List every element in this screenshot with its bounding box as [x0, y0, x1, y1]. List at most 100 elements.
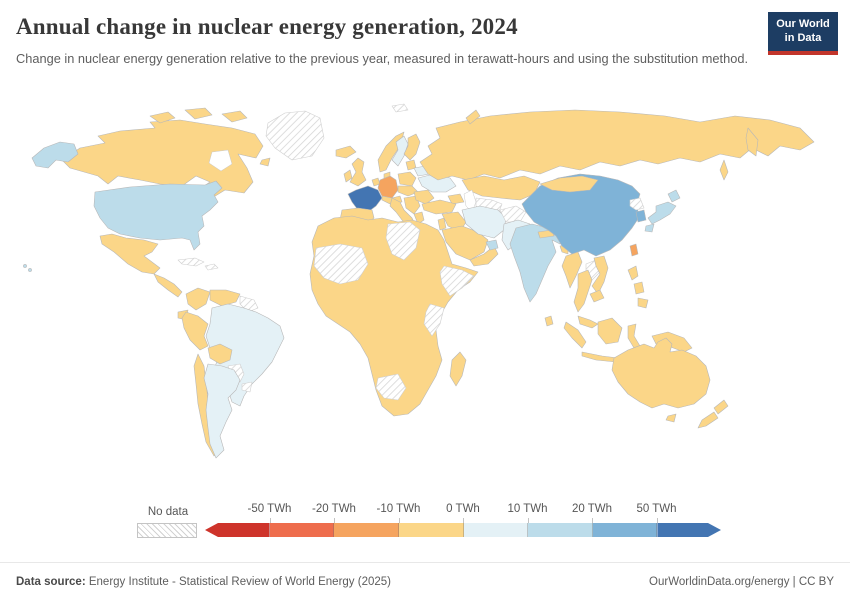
country-indonesia-borneo[interactable]: [597, 317, 623, 345]
chart-header: Annual change in nuclear energy generati…: [0, 0, 850, 94]
country-romania[interactable]: [413, 189, 435, 205]
legend-tick-mark: [656, 518, 658, 523]
region-mali-mauritania[interactable]: [313, 243, 369, 285]
country-saudi-arabia[interactable]: [441, 225, 489, 261]
region-namibia-botswana[interactable]: [375, 373, 407, 401]
country-australia-tasmania[interactable]: [665, 413, 677, 423]
country-argentina[interactable]: [203, 363, 241, 459]
region-central-europe[interactable]: [397, 185, 419, 197]
country-new-zealand[interactable]: [697, 411, 719, 429]
country-venezuela[interactable]: [209, 289, 241, 307]
country-sweden[interactable]: [391, 135, 409, 167]
country-colombia[interactable]: [185, 287, 211, 311]
country-canada-island[interactable]: [184, 107, 213, 120]
region-ethiopia-somalia[interactable]: [439, 265, 475, 297]
country-usa-hawaii[interactable]: [23, 264, 27, 268]
country-sri-lanka[interactable]: [544, 315, 554, 327]
country-philippines[interactable]: [637, 297, 649, 309]
country-russia-kamchatka[interactable]: [745, 127, 759, 157]
region-levant[interactable]: [437, 217, 447, 231]
country-cuba[interactable]: [177, 257, 205, 267]
region-libya-chad[interactable]: [385, 221, 421, 261]
country-indonesia-sulawesi[interactable]: [627, 323, 641, 349]
region-svalbard[interactable]: [391, 103, 409, 113]
country-peru[interactable]: [181, 311, 209, 351]
legend-tick-label: 20 TWh: [571, 503, 613, 515]
country-madagascar[interactable]: [449, 351, 467, 387]
owid-link[interactable]: OurWorldinData.org/energy: [649, 575, 790, 588]
region-hispaniola[interactable]: [204, 263, 219, 271]
legend-colorbar: -50 TWh -20 TWh -10 TWh 0 TWh 10 TWh 20 TWh 50…: [205, 503, 721, 537]
country-nepal[interactable]: [537, 229, 555, 239]
country-china[interactable]: [521, 173, 641, 257]
license-label[interactable]: CC BY: [798, 575, 834, 588]
country-russia-sakhalin[interactable]: [719, 159, 729, 181]
country-cambodia[interactable]: [589, 289, 605, 303]
country-greece[interactable]: [413, 211, 425, 225]
country-usa[interactable]: [93, 180, 223, 251]
country-turkey[interactable]: [421, 199, 457, 215]
legend-bin[interactable]: [592, 523, 658, 537]
country-uruguay[interactable]: [241, 381, 253, 393]
legend-bin[interactable]: [657, 523, 721, 537]
country-myanmar[interactable]: [561, 251, 583, 289]
country-usa-hawaii[interactable]: [28, 268, 32, 272]
legend-bin[interactable]: [463, 523, 529, 537]
country-uae[interactable]: [485, 239, 499, 251]
country-philippines[interactable]: [633, 281, 645, 295]
legend-bin[interactable]: [398, 523, 464, 537]
region-caucasus[interactable]: [447, 193, 465, 205]
legend-bin[interactable]: [205, 523, 270, 537]
country-indonesia-sumatra[interactable]: [563, 321, 587, 349]
country-japan-hokkaido[interactable]: [667, 189, 681, 203]
region-kenya-tanzania[interactable]: [423, 303, 445, 337]
country-taiwan[interactable]: [629, 243, 639, 257]
country-ireland[interactable]: [343, 169, 353, 183]
country-uk[interactable]: [349, 157, 367, 187]
country-greenland[interactable]: [265, 110, 325, 161]
country-afghanistan[interactable]: [499, 205, 527, 223]
region-central-america[interactable]: [153, 273, 183, 298]
owid-logo[interactable]: Our World in Data: [768, 12, 838, 55]
country-finland[interactable]: [403, 133, 421, 161]
legend-tick-label: 0 TWh: [446, 503, 480, 515]
country-germany[interactable]: [377, 175, 399, 199]
country-bolivia[interactable]: [207, 343, 233, 365]
attribution-separator: |: [789, 575, 799, 588]
hudson-bay: [208, 149, 233, 172]
country-mongolia[interactable]: [539, 175, 599, 193]
country-france[interactable]: [347, 185, 383, 213]
country-indonesia-java[interactable]: [581, 351, 619, 363]
legend-bin[interactable]: [334, 523, 399, 537]
region-yemen-oman[interactable]: [469, 245, 499, 267]
country-philippines[interactable]: [627, 265, 639, 281]
country-canada-island[interactable]: [149, 111, 176, 124]
country-thailand[interactable]: [573, 269, 593, 313]
legend-tick-label: -50 TWh: [247, 503, 292, 515]
legend-bin[interactable]: [528, 523, 593, 537]
map-legend: No data -50 TWh -20 TWh -10 TWh 0 TWh 10 TWh…: [16, 503, 834, 549]
country-japan-honshu[interactable]: [647, 201, 677, 225]
country-canada-island[interactable]: [221, 110, 248, 123]
country-usa-alaska[interactable]: [31, 141, 79, 169]
country-new-zealand[interactable]: [713, 399, 729, 415]
country-australia[interactable]: [611, 337, 711, 409]
page-title: Annual change in nuclear energy generati…: [16, 14, 518, 39]
country-canada[interactable]: [61, 119, 264, 199]
legend-tick-mark: [463, 518, 464, 523]
caspian-sea: [463, 189, 477, 213]
chart-subtitle: Change in nuclear energy generation rela…: [16, 51, 748, 66]
country-russia-novaya-zemlya[interactable]: [465, 109, 481, 125]
country-mexico[interactable]: [99, 233, 161, 275]
country-poland[interactable]: [397, 171, 417, 187]
region-balkans[interactable]: [403, 195, 421, 215]
country-south-korea[interactable]: [635, 209, 647, 223]
country-canada-newfoundland[interactable]: [259, 157, 271, 167]
country-malaysia[interactable]: [577, 315, 599, 329]
no-data-swatch[interactable]: [137, 523, 197, 538]
legend-tick-label: 50 TWh: [636, 503, 677, 515]
country-japan-kyushu[interactable]: [644, 223, 655, 233]
legend-bin[interactable]: [269, 523, 335, 537]
country-north-korea[interactable]: [629, 197, 645, 211]
country-iceland[interactable]: [335, 145, 357, 159]
